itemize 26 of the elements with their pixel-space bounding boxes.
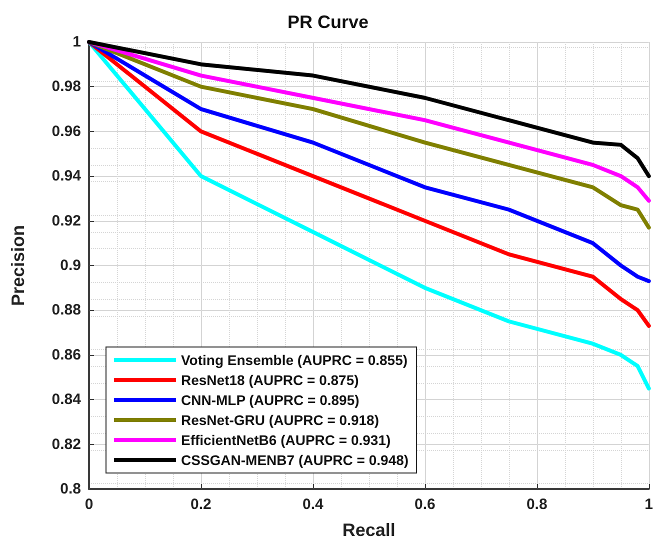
x-tick-label: 1 [644,496,653,513]
y-tick-label: 0.9 [60,257,81,274]
y-tick-label: 0.84 [52,391,82,408]
chart-title: PR Curve [287,12,369,32]
x-tick-label: 0.4 [302,496,324,513]
x-tick-label: 0.6 [414,496,436,513]
y-tick-label: 0.96 [52,122,81,140]
legend-label: EfficientNetB6 (AUPRC = 0.931) [181,432,391,448]
legend-label: Voting Ensemble (AUPRC = 0.855) [181,352,408,368]
legend-label: ResNet18 (AUPRC = 0.875) [181,372,359,388]
legend-label: ResNet-GRU (AUPRC = 0.918) [181,412,379,428]
x-tick-label: 0.8 [526,496,548,513]
legend-label: CSSGAN-MENB7 (AUPRC = 0.948) [181,452,409,468]
y-tick-label: 0.88 [52,302,81,319]
y-tick-label: 1 [72,34,81,50]
legend-label: CNN-MLP (AUPRC = 0.895) [181,392,360,408]
y-tick-label: 0.98 [52,78,81,96]
y-tick-label: 0.8 [60,480,81,498]
x-axis-title: Recall [342,520,396,540]
y-tick-label: 0.94 [52,168,82,185]
x-tick-label: 0.2 [190,496,212,513]
y-tick-label: 0.82 [52,436,81,453]
y-tick-label: 0.86 [52,346,81,364]
y-axis-title: Precision [8,224,28,306]
y-tick-label: 0.92 [52,212,81,230]
x-tick-label: 0 [84,496,94,513]
